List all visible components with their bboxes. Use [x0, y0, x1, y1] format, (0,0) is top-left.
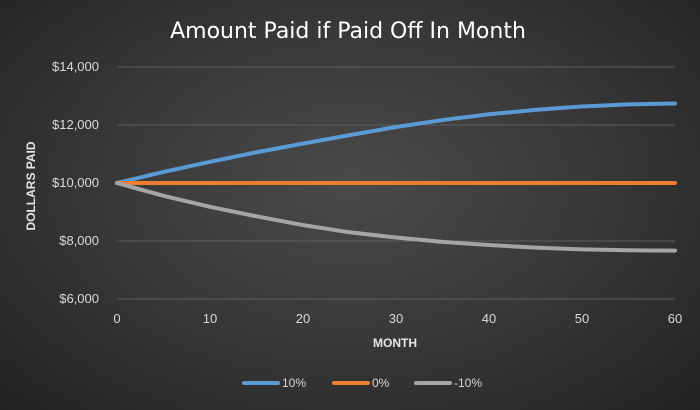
y-tick-label: $12,000	[52, 117, 99, 132]
y-tick-label: $6,000	[59, 291, 99, 306]
x-tick-label: 30	[389, 311, 403, 326]
x-tick-label: 60	[668, 311, 682, 326]
chart-legend: 10% 0% -10%	[242, 376, 482, 390]
x-tick-label: 10	[203, 311, 217, 326]
x-tick-label: 40	[482, 311, 496, 326]
series-lines	[115, 101, 677, 253]
series-line	[115, 181, 677, 253]
x-tick-label: 0	[113, 311, 120, 326]
y-tick-label: $8,000	[59, 233, 99, 248]
y-axis-label: DOLLARS PAID	[24, 141, 38, 230]
chart-title: Amount Paid if Paid Off In Month	[170, 19, 526, 44]
legend-label: 0%	[372, 376, 390, 390]
series-line	[115, 101, 677, 185]
x-tick-label: 20	[296, 311, 310, 326]
y-axis-ticks: $6,000 $8,000 $10,000 $12,000 $14,000	[52, 59, 99, 306]
x-axis-label: MONTH	[373, 336, 417, 350]
y-tick-label: $10,000	[52, 175, 99, 190]
y-tick-label: $14,000	[52, 59, 99, 74]
legend-label: 10%	[282, 376, 306, 390]
legend-label: -10%	[454, 376, 482, 390]
x-axis-ticks: 0 10 20 30 40 50 60	[113, 311, 682, 326]
x-tick-label: 50	[575, 311, 589, 326]
